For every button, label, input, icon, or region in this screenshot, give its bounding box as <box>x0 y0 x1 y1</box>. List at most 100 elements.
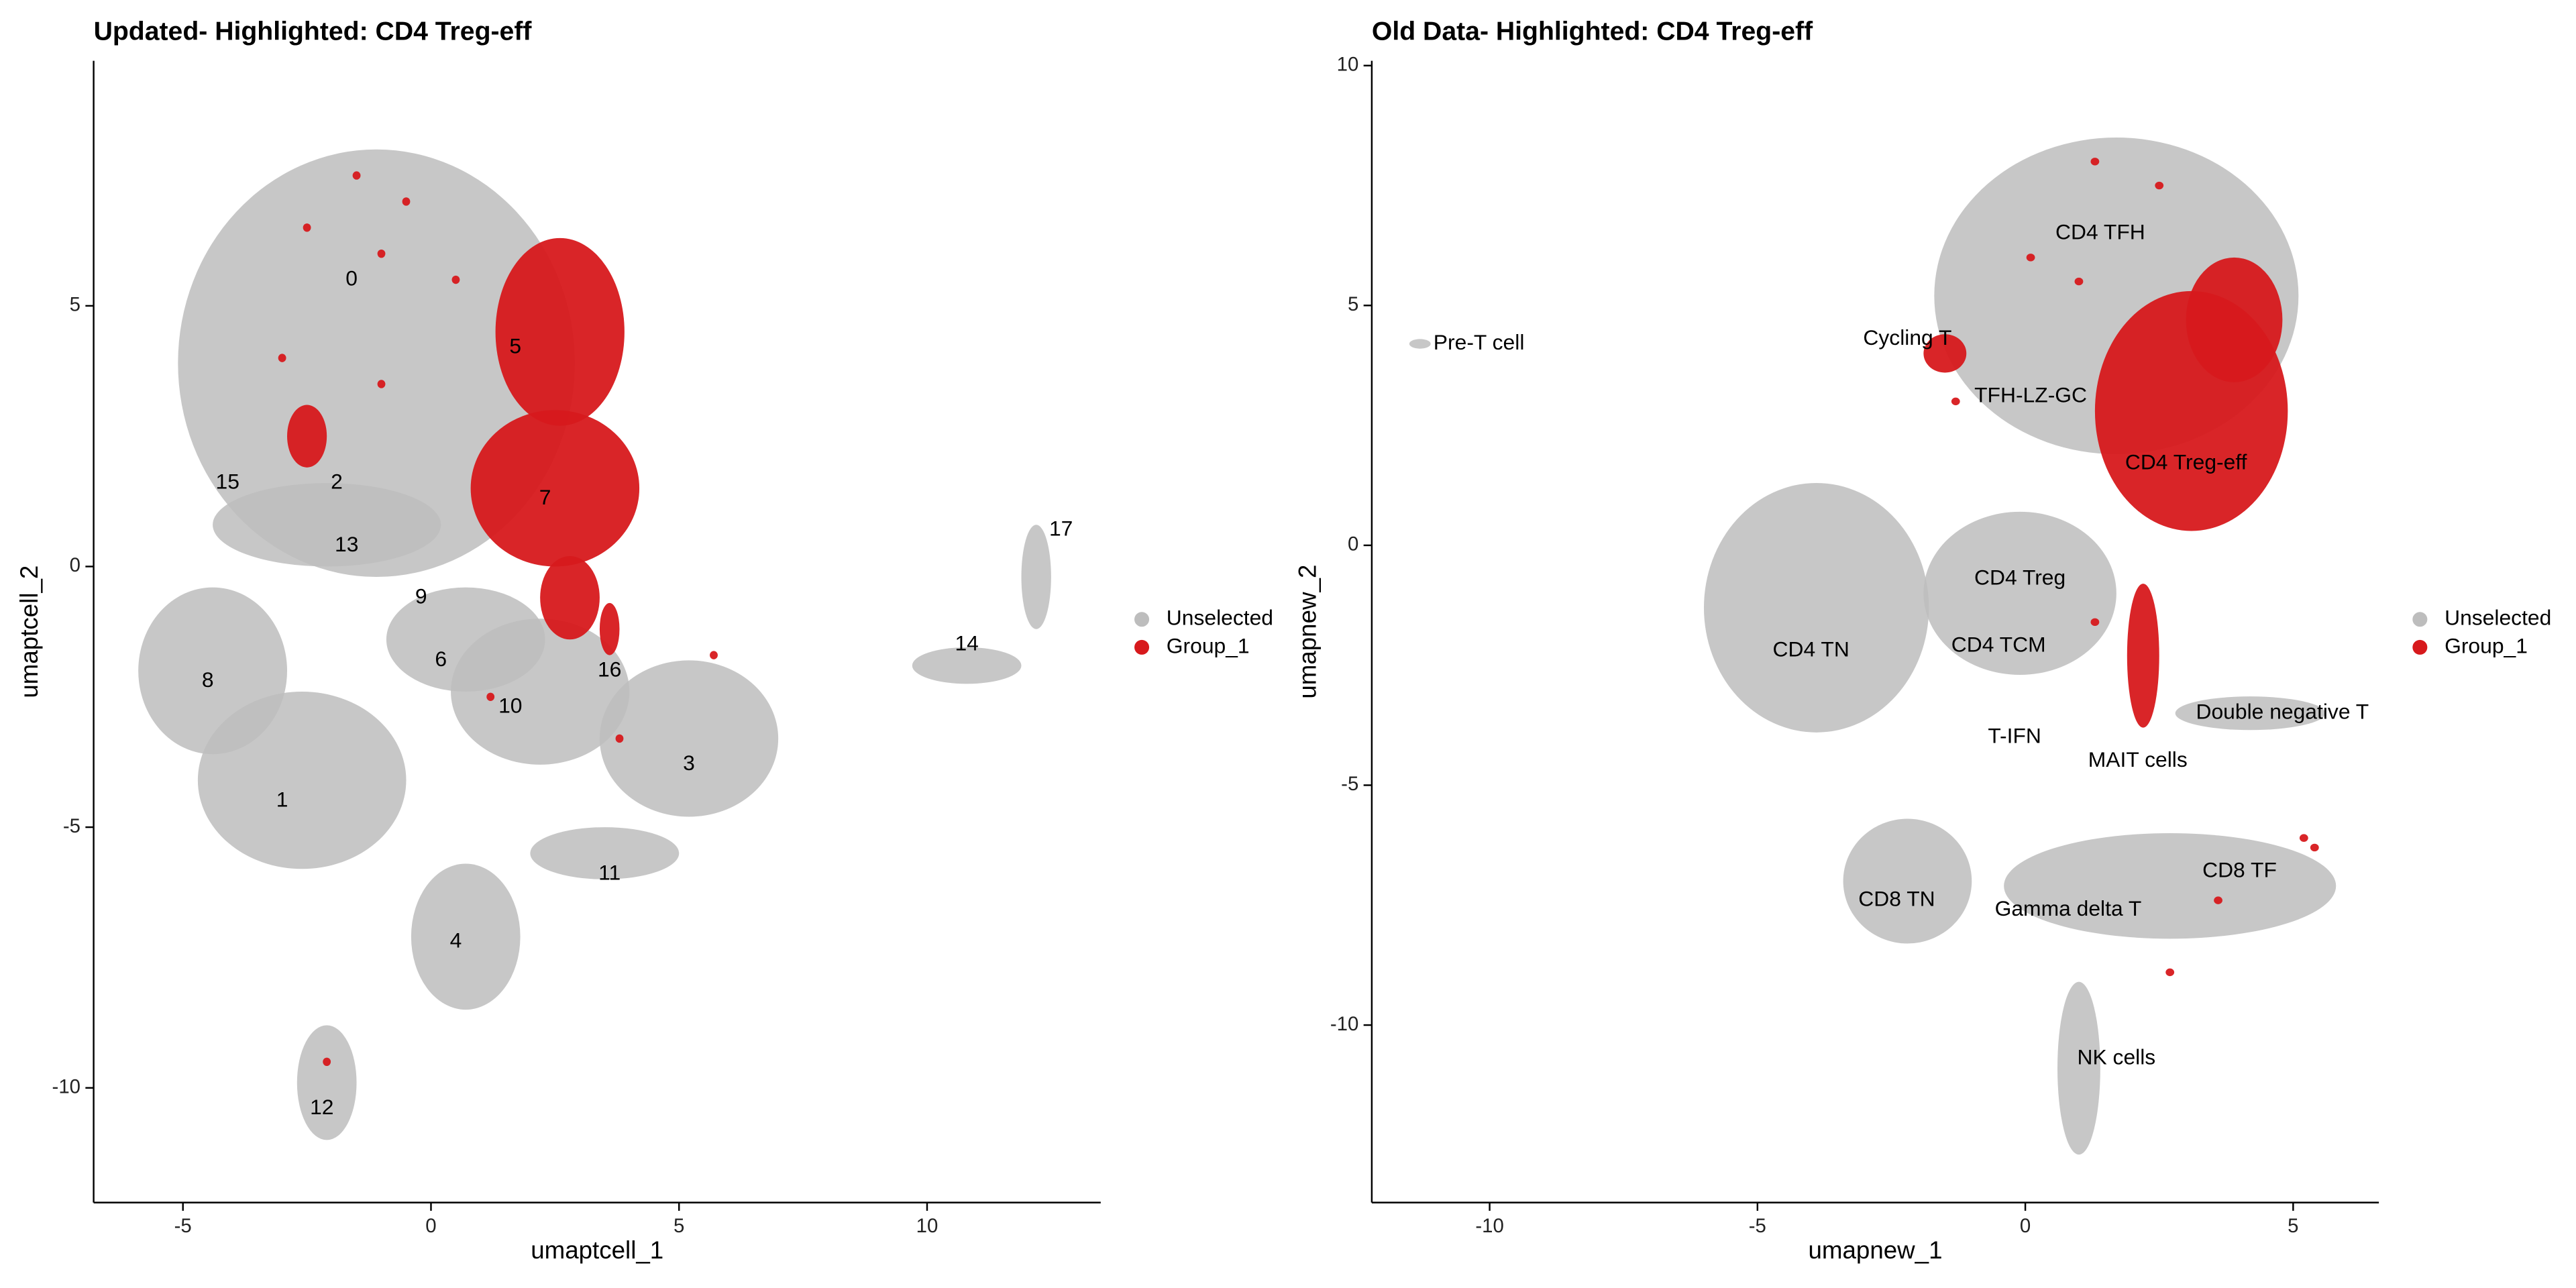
x-tick-label: -5 <box>174 1215 192 1237</box>
legend-swatch <box>1134 639 1150 655</box>
cell-cloud <box>213 483 441 567</box>
highlight-cells <box>2155 181 2164 190</box>
cluster-label: NK cells <box>2077 1045 2155 1069</box>
highlight-cells <box>377 380 386 388</box>
cluster-label: 3 <box>683 751 695 775</box>
cluster-label: 17 <box>1049 516 1073 540</box>
cluster-label: TFH-LZ-GC <box>1974 383 2087 407</box>
cluster-label: 8 <box>202 667 214 692</box>
highlight-cells <box>303 223 311 232</box>
y-tick-label: 0 <box>70 554 80 576</box>
x-tick-label: 5 <box>674 1215 684 1237</box>
cluster-label: 4 <box>450 928 462 952</box>
y-axis-title: umaptcell_2 <box>15 566 43 698</box>
highlight-cells <box>2214 896 2222 904</box>
y-tick-label: -10 <box>52 1075 80 1097</box>
y-axis-title: umapnew_2 <box>1294 565 1322 699</box>
highlight-cells <box>2026 254 2035 262</box>
cell-cloud <box>1703 482 1929 733</box>
highlight-cells <box>2090 618 2100 627</box>
highlight-cells <box>615 734 624 743</box>
highlight-cells <box>323 1057 331 1067</box>
highlight-cells <box>540 555 600 640</box>
highlight-cells <box>486 692 495 701</box>
highlight-cells <box>1951 397 1960 406</box>
highlight-cells <box>287 405 327 468</box>
cell-cloud <box>451 619 630 765</box>
cell-cloud <box>1843 818 1972 944</box>
cluster-label: 14 <box>955 631 978 655</box>
y-tick-label: 0 <box>1348 533 1358 555</box>
cluster-label: CD8 TN <box>1858 887 1935 911</box>
legend-label: Group_1 <box>1167 633 1250 657</box>
highlight-cells <box>2310 843 2319 852</box>
cluster-label: 1 <box>276 788 288 812</box>
chart-title: Updated- Highlighted: CD4 Treg-eff <box>94 17 533 46</box>
cluster-label: 2 <box>331 470 343 494</box>
cluster-label: Cycling T <box>1863 325 1951 350</box>
highlight-cells <box>470 410 640 567</box>
x-axis-title: umapnew_1 <box>1808 1236 1942 1264</box>
y-tick-label: 5 <box>70 294 80 316</box>
x-tick-label: 0 <box>2020 1215 2031 1237</box>
cell-cloud <box>1409 339 1431 349</box>
highlight-cells <box>495 237 625 426</box>
cluster-label: MAIT cells <box>2088 747 2188 771</box>
cluster-label: CD8 TF <box>2202 858 2277 882</box>
highlight-cells <box>2165 968 2175 977</box>
cluster-label: 13 <box>335 532 358 556</box>
highlight-cells <box>2074 277 2084 286</box>
x-tick-label: 10 <box>916 1215 938 1237</box>
highlight-cells <box>599 602 620 655</box>
cell-cloud <box>912 647 1022 684</box>
cluster-label: 7 <box>539 485 551 509</box>
highlight-cells <box>2186 257 2283 382</box>
legend-swatch <box>1134 612 1150 627</box>
cell-cloud <box>197 692 407 869</box>
x-axis-title: umaptcell_1 <box>531 1236 663 1264</box>
x-tick-label: 5 <box>2288 1215 2298 1237</box>
cluster-label: 9 <box>415 584 427 608</box>
cluster-label: CD4 TFH <box>2055 219 2145 244</box>
cluster-label: Double negative T <box>2196 700 2369 724</box>
y-tick-label: 10 <box>1337 54 1359 76</box>
cluster-label: CD4 TCM <box>1951 632 2046 656</box>
cluster-label: 5 <box>509 333 521 358</box>
highlight-cells <box>278 354 286 362</box>
legend-label: Group_1 <box>2445 633 2528 657</box>
highlight-cells <box>451 275 460 284</box>
y-tick-label: 5 <box>1348 293 1358 315</box>
cluster-label: 0 <box>345 266 358 290</box>
cell-cloud <box>411 863 521 1010</box>
highlight-cells <box>2127 584 2159 728</box>
cell-cloud <box>297 1025 357 1140</box>
highlight-cells <box>710 651 718 659</box>
cell-cloud <box>1021 525 1051 629</box>
chart-title: Old Data- Highlighted: CD4 Treg-eff <box>1372 17 1813 46</box>
cluster-label: 16 <box>598 657 621 681</box>
cluster-label: 15 <box>216 470 239 494</box>
cluster-label: CD4 Treg-eff <box>2125 450 2247 474</box>
legend-label: Unselected <box>2445 606 2551 630</box>
cluster-label: 12 <box>310 1095 333 1119</box>
plot-panel: Old Data- Highlighted: CD4 Treg-eff CD4 T… <box>1294 17 2552 1264</box>
y-tick-label: -5 <box>63 815 80 837</box>
cell-cloud <box>530 827 680 879</box>
cell-cloud <box>599 660 779 817</box>
legend-label: Unselected <box>1167 606 1273 630</box>
x-tick-label: -5 <box>1749 1215 1766 1237</box>
cell-cloud <box>2057 981 2100 1155</box>
x-tick-label: 0 <box>425 1215 436 1237</box>
cell-cloud <box>1923 511 2116 675</box>
cluster-label: Pre-T cell <box>1434 330 1525 354</box>
highlight-cells <box>1923 334 1967 373</box>
legend-swatch <box>2412 612 2428 627</box>
highlight-cells <box>377 249 386 258</box>
highlight-cells <box>2299 834 2308 842</box>
cluster-label: T-IFN <box>1988 723 2041 747</box>
cluster-label: Gamma delta T <box>1995 896 2142 920</box>
cluster-label: 6 <box>435 647 447 671</box>
cell-cloud <box>2175 696 2326 731</box>
